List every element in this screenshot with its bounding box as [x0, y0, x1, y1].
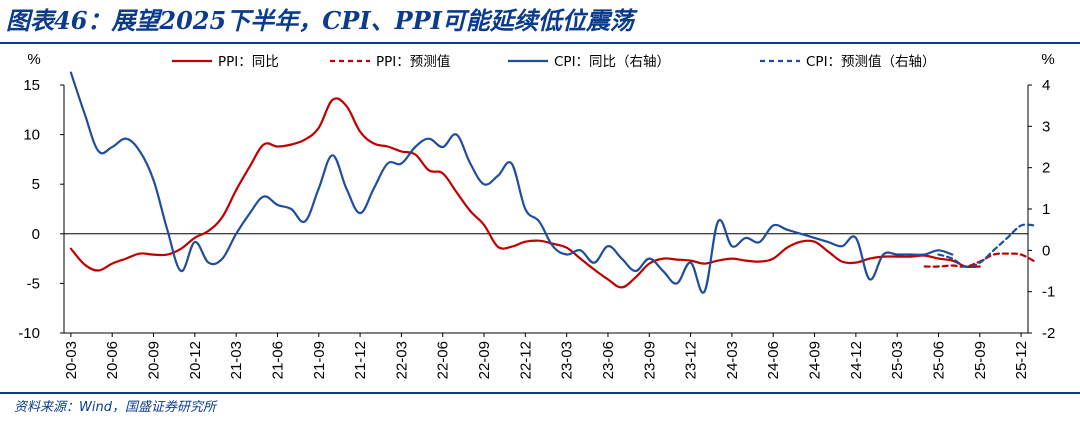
right-tick-label: -1: [1042, 284, 1055, 301]
right-axis-label: %: [1041, 51, 1054, 68]
left-tick-label: 5: [32, 176, 40, 193]
legend-label-2: PPI：预测值: [376, 54, 450, 70]
series-lines: [69, 71, 1036, 294]
series-line-4: [937, 223, 1036, 269]
x-tick-label: 22-03: [393, 341, 410, 379]
x-tick-label: 23-06: [600, 341, 617, 379]
right-tick-label: -2: [1042, 325, 1055, 342]
right-tick-label: 4: [1042, 77, 1050, 94]
left-tick-label: -10: [18, 325, 40, 342]
x-tick-label: 24-12: [848, 341, 865, 379]
series-line-1: [69, 97, 981, 289]
x-tick-label: 21-09: [311, 341, 328, 379]
right-tick-label: 0: [1042, 242, 1050, 259]
right-tick-label: 1: [1042, 201, 1050, 218]
x-tick-label: 23-09: [641, 341, 658, 379]
x-tick-label: 21-06: [269, 341, 286, 379]
x-tick-label: 24-09: [807, 341, 824, 379]
series-line-3: [69, 71, 954, 294]
x-tick-label: 25-12: [1013, 341, 1030, 379]
legend: PPI：同比 PPI：预测值 CPI：同比（右轴） CPI：预测值（右轴）: [172, 54, 936, 70]
left-tick-label: 10: [23, 127, 40, 144]
x-tick-label: 22-09: [476, 341, 493, 379]
legend-label-4: CPI：预测值（右轴）: [806, 54, 936, 70]
x-tick-label: 23-03: [559, 341, 576, 379]
x-tick-label: 24-06: [765, 341, 782, 379]
right-tick-label: 3: [1042, 118, 1050, 135]
left-tick-label: -5: [27, 275, 40, 292]
x-tick-label: 20-03: [63, 341, 80, 379]
title-divider: [0, 42, 1080, 44]
chart-title: 图表46：展望2025下半年，CPI、PPI可能延续低位震荡: [6, 6, 634, 35]
source-note: 资料来源：Wind，国盛证券研究所: [14, 400, 216, 415]
line-chart: PPI：同比 PPI：预测值 CPI：同比（右轴） CPI：预测值（右轴） -10-5…: [18, 51, 1055, 379]
x-tick-label: 20-12: [187, 341, 204, 379]
left-axis-label: %: [27, 51, 40, 68]
footer-divider: [0, 392, 1080, 394]
x-tick-label: 25-03: [889, 341, 906, 379]
x-tick-label: 25-06: [930, 341, 947, 379]
x-tick-label: 24-03: [724, 341, 741, 379]
legend-label-3: CPI：同比（右轴）: [554, 54, 670, 70]
x-tick-label: 22-06: [435, 341, 452, 379]
x-tick-label: 20-09: [146, 341, 163, 379]
x-tick-label: 21-03: [228, 341, 245, 379]
x-tick-label: 25-09: [972, 341, 989, 379]
x-tick-label: 23-12: [683, 341, 700, 379]
x-tick-label: 22-12: [517, 341, 534, 379]
x-tick-label: 21-12: [352, 341, 369, 379]
legend-label-1: PPI：同比: [218, 54, 279, 70]
left-tick-label: 0: [32, 226, 40, 243]
right-tick-label: 2: [1042, 160, 1050, 177]
x-tick-label: 20-06: [104, 341, 121, 379]
left-tick-label: 15: [23, 77, 40, 94]
